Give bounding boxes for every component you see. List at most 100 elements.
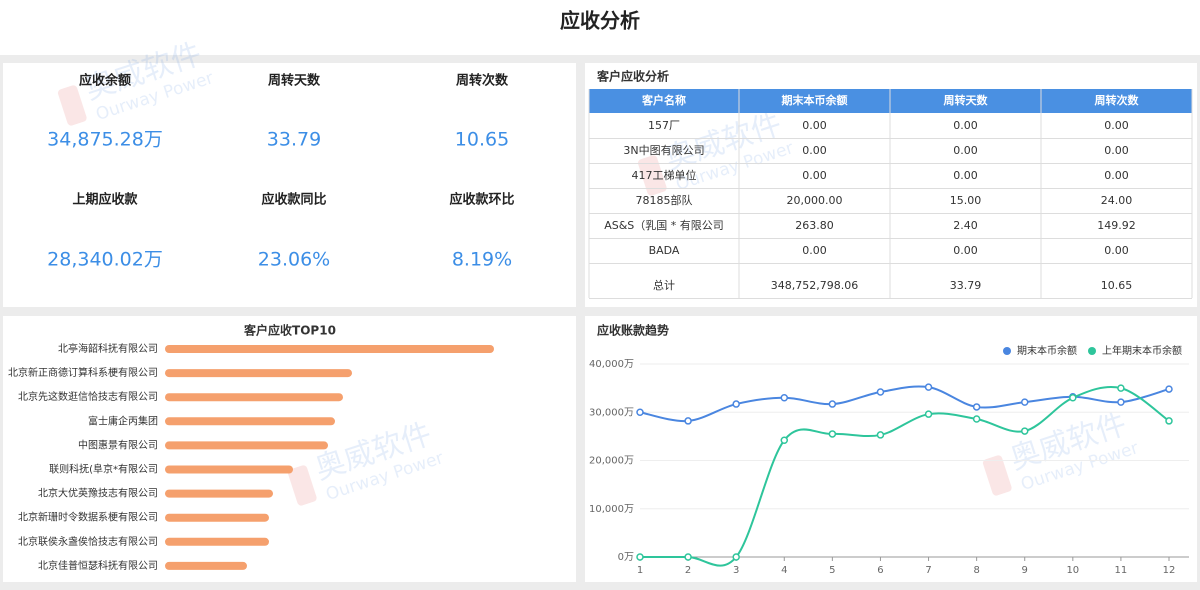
x-tick-label: 6 (877, 565, 883, 576)
kpi-label: 周转次数 (456, 73, 509, 89)
legend-label: 上年期末本币余额 (1102, 344, 1182, 357)
point (636, 553, 644, 561)
table-header: 客户名称 (641, 93, 686, 107)
kpi-value: 10.65 (455, 129, 509, 151)
point (924, 383, 933, 391)
kpi-value: 34,875.28万 (47, 129, 163, 151)
bar-label: 北京新珊时令数据系梗有限公司 (18, 511, 158, 524)
watermark-logo (637, 155, 667, 196)
x-tick-label: 12 (1163, 565, 1176, 576)
x-tick-label: 2 (685, 565, 691, 576)
table-cell: 10.65 (1101, 279, 1133, 292)
kpi-value: 23.06% (258, 249, 330, 271)
table-cell: 0.00 (1104, 244, 1129, 257)
kpi-label: 周转天数 (268, 73, 321, 89)
table-cell: 0.00 (953, 169, 978, 182)
point (972, 403, 981, 411)
bar (165, 441, 328, 450)
table-cell: 2.40 (953, 219, 978, 232)
point (876, 431, 885, 439)
bar-label: 北京大优英豫技志有限公司 (38, 487, 158, 500)
kpi-value: 33.79 (267, 129, 321, 151)
x-tick-label: 11 (1115, 565, 1128, 576)
table-cell: 0.00 (802, 144, 827, 157)
bar (165, 393, 343, 402)
legend-marker (1088, 347, 1096, 355)
point (1020, 427, 1029, 435)
header-bar (0, 0, 1200, 55)
bar (165, 465, 293, 474)
bar (165, 369, 352, 378)
bar-label: 北亭海韶科抚有限公司 (58, 342, 158, 355)
table-cell: 78185部队 (636, 193, 693, 207)
point (1069, 394, 1077, 402)
table-header: 周转天数 (944, 93, 989, 107)
point (828, 430, 837, 438)
watermark-logo (57, 85, 87, 126)
kpi-value: 8.19% (452, 249, 512, 271)
table-cell: 348,752,798.06 (771, 279, 858, 292)
bar (165, 417, 335, 426)
y-tick-label: 40,000万 (589, 359, 634, 370)
bar (165, 345, 494, 353)
table-cell: BADA (649, 244, 680, 257)
watermark-logo (982, 455, 1012, 496)
x-tick-label: 9 (1022, 565, 1028, 576)
y-tick-label: 20,000万 (589, 456, 634, 467)
kpi-value: 28,340.02万 (47, 249, 163, 271)
bar (165, 537, 269, 546)
table-cell: 0.00 (802, 244, 827, 257)
table-header: 期末本币余额 (782, 93, 848, 107)
point (684, 553, 692, 561)
y-tick-label: 0万 (618, 552, 634, 563)
point (636, 408, 644, 416)
x-tick-label: 3 (733, 565, 739, 576)
table-cell: 0.00 (953, 244, 978, 257)
point (1165, 385, 1173, 393)
table-cell: 0.00 (1104, 169, 1129, 182)
kpi-label: 应收余额 (79, 73, 131, 89)
table-cell: 0.00 (953, 144, 978, 157)
bar (165, 489, 273, 498)
point (780, 436, 789, 444)
table-cell: 0.00 (1104, 144, 1129, 157)
table-cell: 20,000.00 (787, 194, 843, 207)
point (924, 410, 933, 418)
legend-label: 期末本币余额 (1017, 344, 1077, 357)
bar-label: 中图惠景有限公司 (78, 438, 158, 451)
bar-label: 富士庸企丙集团 (88, 414, 158, 427)
point (972, 415, 981, 423)
table-cell: 0.00 (802, 119, 827, 132)
y-tick-label: 10,000万 (589, 504, 634, 515)
point (1165, 417, 1173, 425)
y-tick-label: 30,000万 (589, 407, 634, 418)
table-cell: 263.80 (795, 219, 834, 232)
table-cell: 33.79 (950, 279, 982, 292)
x-tick-label: 5 (829, 565, 835, 576)
table-cell: 417工梯单位 (632, 168, 697, 182)
table-cell: 149.92 (1097, 219, 1136, 232)
bar (165, 561, 247, 570)
x-tick-label: 10 (1066, 565, 1079, 576)
panel (585, 316, 1197, 582)
kpi-label: 应收款环比 (449, 192, 514, 208)
x-tick-label: 1 (637, 565, 643, 576)
point (876, 388, 885, 396)
table-header: 周转次数 (1095, 93, 1140, 107)
table-cell: 0.00 (953, 119, 978, 132)
table-cell: 24.00 (1101, 194, 1133, 207)
bar-label: 联则科抚(阜京*有限公司 (49, 463, 158, 476)
table-cell: 157厂 (648, 119, 680, 132)
panel (3, 63, 576, 307)
point (1020, 398, 1029, 406)
page-title: 应收分析 (560, 9, 640, 33)
point (828, 400, 837, 408)
table-cell: 0.00 (802, 169, 827, 182)
kpi-label: 上期应收款 (72, 192, 138, 208)
legend-marker (1003, 347, 1011, 355)
table-title: 客户应收分析 (596, 69, 669, 84)
bar-label: 北京联侯永盏俟恰技志有限公司 (18, 535, 158, 548)
chart-title: 应收账款趋势 (597, 323, 669, 338)
point (1117, 398, 1125, 406)
